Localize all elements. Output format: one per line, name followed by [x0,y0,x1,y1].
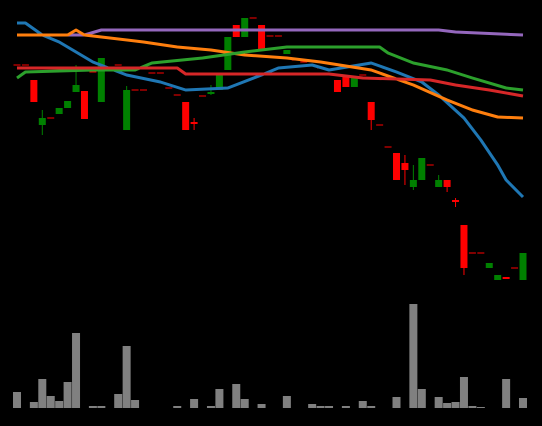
volume-bar [282,396,291,408]
candle-body [47,117,55,119]
volume-bar [316,406,325,408]
candle-body [131,89,139,91]
volume-bar [63,382,72,408]
candle-body [376,124,384,126]
candle-body [13,64,21,66]
candle-body [460,225,468,268]
candle-body [511,267,519,269]
volume-bar [308,404,317,408]
volume-bar [131,400,140,408]
volume-bar [55,401,64,408]
volume-bar [215,389,224,408]
candle-body [148,72,156,74]
volume-bar [409,304,418,408]
volume-bar [38,379,47,408]
candle-body [426,164,434,166]
volume-bar [468,406,477,408]
volume-bar [190,399,199,408]
volume-bar [519,398,527,408]
moving-average-line [17,21,525,199]
moving-average-line [16,45,524,92]
candle-body [435,180,443,187]
candle-body [283,50,291,54]
candle-body [207,92,215,94]
volume-bar [173,406,182,408]
candle-body [333,80,341,92]
volume-bar [114,394,123,408]
volume-bar [502,379,511,408]
volume-bar [417,389,426,408]
volume-bar [367,406,376,408]
candle-body [452,200,460,202]
candle-body [89,71,97,73]
candle-body [38,118,46,125]
moving-average-line [17,28,524,37]
candle-body [173,94,181,96]
candle-body [215,75,223,90]
volume-bar [476,407,485,408]
candle-body [401,163,409,170]
volume-bar [358,401,367,408]
candle-body [64,101,72,108]
moving-average-line [17,66,524,98]
candle-body [97,58,105,102]
moving-average-line [17,28,524,120]
candle-body [494,275,502,280]
volume-bar [97,406,106,408]
volume-bar [122,346,131,408]
candle-body [502,277,510,279]
candle-body [367,102,375,120]
candle-body [123,90,131,130]
volume-bar [459,377,468,408]
candle-body [80,91,88,119]
volume-bar [443,403,452,408]
candle-body [468,252,476,254]
candle-body [443,180,451,187]
volume-bar [434,397,443,408]
candle-body [72,85,80,92]
candle-body [477,252,485,254]
volume-bar [325,406,334,408]
candle-body [409,180,417,187]
volume-bar [72,333,81,408]
volume-bar [88,406,97,408]
volume-bar [206,406,215,408]
candle-body [359,74,367,76]
candle-body [300,61,308,63]
candle-body [342,75,350,87]
candle-body [249,17,257,19]
candle-body [266,35,274,37]
volume-bar [240,399,249,408]
candle-body [241,18,249,37]
candle-body [258,25,266,50]
candle-body [114,64,122,66]
candle-body [190,122,198,124]
candle-body [182,102,190,130]
candle-body [393,153,400,180]
candle-body [274,35,282,37]
candle-body [199,95,207,97]
volume-bar [232,384,241,408]
candle-body [165,87,173,89]
candle-body [418,158,426,180]
volume-bar [392,397,401,408]
candle-body [485,263,493,268]
candle-body [519,253,527,280]
volume-bar [29,402,38,408]
volume-bar [451,402,460,408]
candle-body [140,89,147,91]
candle-body [55,108,63,114]
volume-bar [13,392,21,408]
volume-bar [257,404,266,408]
candle-body [21,64,29,66]
volume-bar [46,396,55,408]
candle-body [30,80,38,102]
candle-body [156,72,164,74]
candle-body [384,146,392,148]
candle-body [350,78,358,87]
volume-bar [341,406,350,408]
